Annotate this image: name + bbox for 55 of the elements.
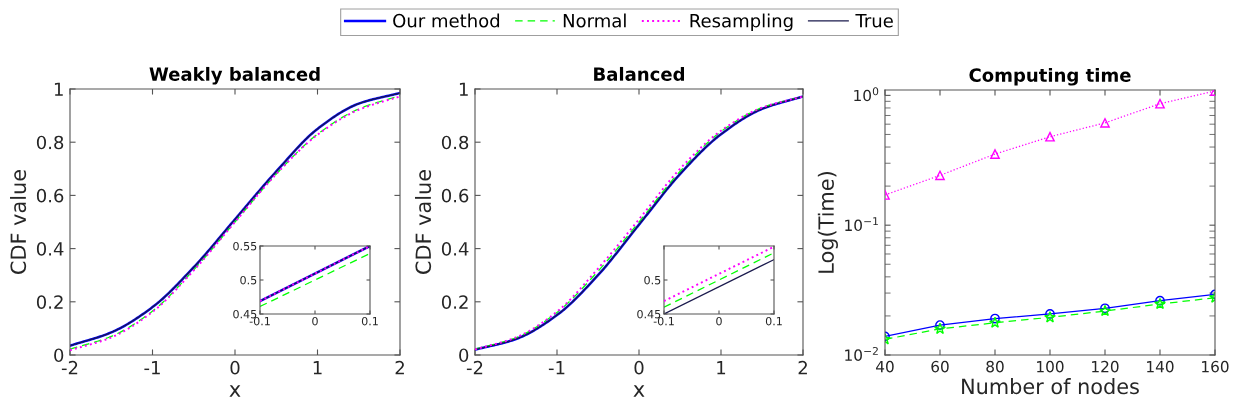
y-tick-label: 0.2 bbox=[441, 295, 468, 309]
x-tick-label: -2 bbox=[466, 360, 483, 375]
x-tick-label: 1 bbox=[717, 361, 726, 375]
y-tick-label: 10$^{0}$ bbox=[854, 87, 879, 102]
y-tick-label: 1 bbox=[54, 82, 63, 96]
x-tick-label: 100 bbox=[1037, 360, 1064, 373]
y-tick-label: 0.6 bbox=[36, 188, 64, 203]
y-tick-label: 0.55 bbox=[233, 241, 257, 251]
y-tick-label: 1 bbox=[459, 82, 468, 96]
x-tick-label: 2 bbox=[395, 360, 404, 375]
x-axis-title: Number of nodes bbox=[962, 378, 1139, 395]
y-tick-label: 0 bbox=[459, 348, 469, 363]
legend-label: Resampling bbox=[690, 13, 793, 32]
x-tick-label: 120 bbox=[1092, 360, 1119, 373]
y-tick-label: 10$^{−2}$ bbox=[845, 346, 878, 361]
y-tick-label: 0 bbox=[54, 348, 64, 363]
x-tick-label: -0.1 bbox=[653, 316, 674, 326]
y-tick-label: 0.5 bbox=[644, 275, 661, 285]
x-tick-label: 0 bbox=[716, 316, 722, 326]
y-tick-label: 0.45 bbox=[233, 309, 257, 319]
chart-title: Computing time bbox=[969, 67, 1131, 86]
y-tick-label: 0.5 bbox=[240, 275, 257, 285]
y-tick-label: 0.2 bbox=[36, 295, 63, 309]
x-tick-label: 2 bbox=[798, 360, 807, 375]
x-axis-title: x bbox=[229, 385, 241, 397]
x-tick-label: -1 bbox=[144, 361, 160, 375]
x-tick-label: 140 bbox=[1147, 360, 1174, 373]
x-tick-label: 80 bbox=[986, 360, 1004, 373]
y-axis-title: CDF value bbox=[415, 170, 432, 274]
x-tick-label: -2 bbox=[61, 360, 78, 375]
x-tick-label: 0 bbox=[634, 360, 644, 375]
x-tick-label: 160 bbox=[1202, 360, 1229, 373]
y-tick-label: 10$^{−1}$ bbox=[845, 217, 878, 232]
x-tick-label: -0.1 bbox=[249, 316, 270, 326]
chart-title: Weakly balanced bbox=[149, 66, 320, 85]
legend-label: True bbox=[855, 14, 893, 28]
x-tick-label: 0.1 bbox=[765, 316, 782, 326]
x-axis-title: x bbox=[633, 385, 645, 397]
y-tick-label: 0.8 bbox=[441, 135, 469, 150]
x-tick-label: 60 bbox=[931, 360, 949, 373]
y-tick-label: 0.4 bbox=[441, 242, 469, 256]
y-tick-label: 0.4 bbox=[36, 242, 64, 256]
y-axis-title: Log(Time) bbox=[817, 172, 838, 273]
x-tick-label: 0 bbox=[312, 316, 318, 326]
x-tick-label: 1 bbox=[313, 361, 322, 375]
x-tick-label: 40 bbox=[876, 360, 894, 373]
y-tick-label: 0.45 bbox=[637, 309, 661, 319]
x-tick-label: 0.1 bbox=[361, 316, 378, 326]
y-tick-label: 0.6 bbox=[441, 188, 469, 203]
y-axis-title: CDF value bbox=[10, 170, 27, 274]
x-tick-label: -1 bbox=[548, 361, 565, 375]
y-tick-label: 0.8 bbox=[36, 135, 64, 150]
chart-title: Balanced bbox=[594, 66, 685, 81]
legend-label: Our method bbox=[393, 13, 500, 28]
legend-label: Normal bbox=[563, 13, 626, 28]
